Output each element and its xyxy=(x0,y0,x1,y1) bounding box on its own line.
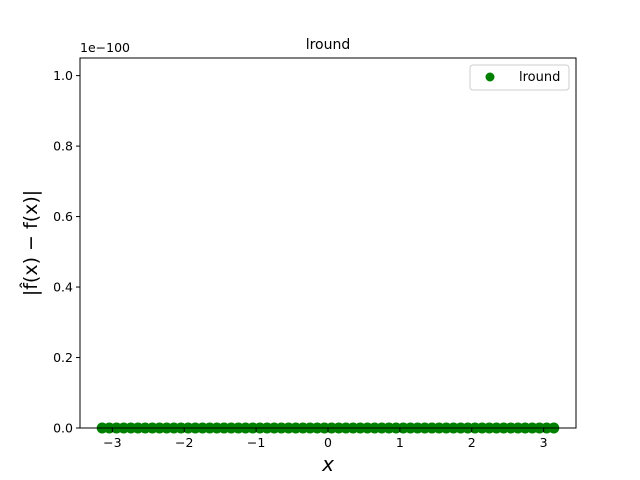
y-tick-label: 1.0 xyxy=(53,68,73,83)
y-offset-label: 1e−100 xyxy=(80,40,130,55)
x-tick-label: 2 xyxy=(468,435,476,450)
legend: lround xyxy=(469,64,570,91)
y-tick-label: 0.2 xyxy=(53,350,73,365)
y-axis-label: |f̂(x) − f(x)| xyxy=(20,190,42,296)
legend-marker-lround xyxy=(485,72,495,82)
x-tick-label: 0 xyxy=(324,435,332,450)
legend-label-lround: lround xyxy=(519,70,560,85)
y-tick-label: 0.6 xyxy=(53,209,73,224)
x-tick-label: −2 xyxy=(175,435,193,450)
y-tick-label: 0.8 xyxy=(53,139,73,154)
x-tick-label: −3 xyxy=(103,435,121,450)
chart-title: lround xyxy=(306,37,351,53)
y-tick-label: 0.4 xyxy=(53,280,73,295)
x-tick-label: 1 xyxy=(396,435,404,450)
legend-box xyxy=(469,64,570,91)
x-axis-label: x xyxy=(321,452,334,476)
x-tick-label: 3 xyxy=(540,435,548,450)
x-axis: −3 −2 −1 0 1 2 3 xyxy=(103,428,548,450)
y-tick-label: 0.0 xyxy=(53,421,73,436)
x-tick-label: −1 xyxy=(247,435,265,450)
y-axis: 0.0 0.2 0.4 0.6 0.8 1.0 xyxy=(53,68,80,436)
